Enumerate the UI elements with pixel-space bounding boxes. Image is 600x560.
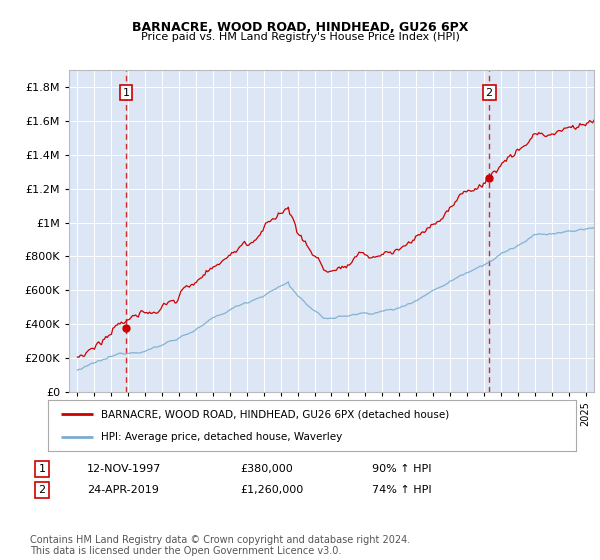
- Text: 24-APR-2019: 24-APR-2019: [87, 485, 159, 495]
- Text: BARNACRE, WOOD ROAD, HINDHEAD, GU26 6PX (detached house): BARNACRE, WOOD ROAD, HINDHEAD, GU26 6PX …: [101, 409, 449, 419]
- Text: 1: 1: [122, 87, 130, 97]
- Text: Contains HM Land Registry data © Crown copyright and database right 2024.
This d: Contains HM Land Registry data © Crown c…: [30, 535, 410, 557]
- Text: £1,260,000: £1,260,000: [240, 485, 303, 495]
- Text: 1: 1: [38, 464, 46, 474]
- Text: 90% ↑ HPI: 90% ↑ HPI: [372, 464, 431, 474]
- Text: HPI: Average price, detached house, Waverley: HPI: Average price, detached house, Wave…: [101, 432, 342, 442]
- Text: Price paid vs. HM Land Registry's House Price Index (HPI): Price paid vs. HM Land Registry's House …: [140, 32, 460, 42]
- Text: £380,000: £380,000: [240, 464, 293, 474]
- Text: 12-NOV-1997: 12-NOV-1997: [87, 464, 161, 474]
- Text: 2: 2: [485, 87, 493, 97]
- Text: 2: 2: [38, 485, 46, 495]
- Text: 74% ↑ HPI: 74% ↑ HPI: [372, 485, 431, 495]
- Text: BARNACRE, WOOD ROAD, HINDHEAD, GU26 6PX: BARNACRE, WOOD ROAD, HINDHEAD, GU26 6PX: [132, 21, 468, 34]
